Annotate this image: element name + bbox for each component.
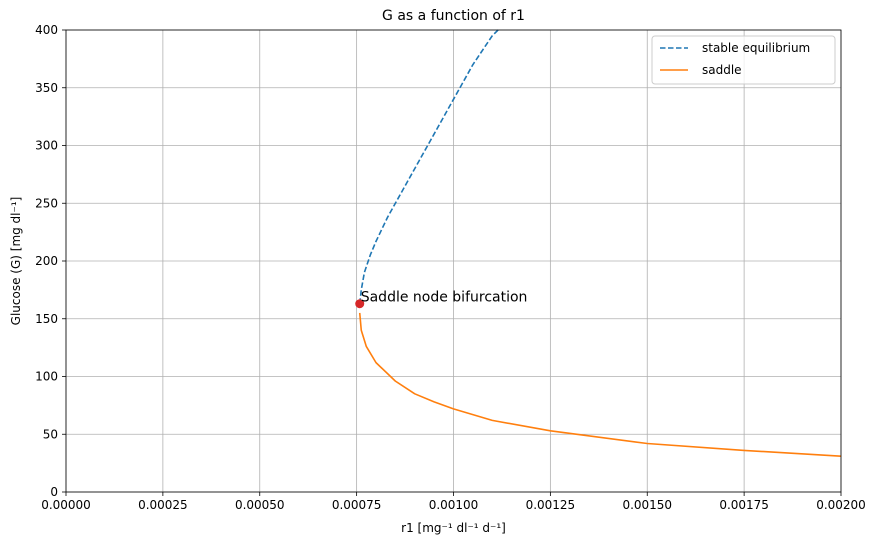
y-axis-ticks: 0 50 100 150 200 250 300 350 400 (35, 23, 66, 499)
x-tick-label: 0.00075 (332, 498, 382, 512)
x-axis-label: r1 [mg⁻¹ dl⁻¹ d⁻¹] (401, 521, 506, 535)
legend-label-stable-equilibrium: stable equilibrium (702, 41, 810, 55)
y-tick-label: 300 (35, 139, 58, 153)
x-tick-label: 0.00125 (526, 498, 576, 512)
x-axis-ticks: 0.00000 0.00025 0.00050 0.00075 0.00100 0.001… (41, 492, 866, 512)
x-tick-label: 0.00100 (429, 498, 479, 512)
x-tick-label: 0.00050 (235, 498, 285, 512)
marker-layer (355, 299, 365, 309)
series-layer (358, 29, 842, 457)
legend-box (651, 35, 836, 85)
y-tick-label: 350 (35, 81, 58, 95)
legend-label-saddle: saddle (702, 63, 742, 77)
x-tick-label: 0.00000 (41, 498, 91, 512)
y-tick-label: 200 (35, 254, 58, 268)
series-line-saddle (358, 312, 842, 457)
legend: stable equilibrium saddle (651, 35, 836, 85)
y-tick-label: 250 (35, 196, 58, 210)
y-tick-label: 0 (50, 485, 58, 499)
chart-title: G as a function of r1 (382, 8, 525, 24)
y-tick-label: 100 (35, 370, 58, 384)
x-tick-label: 0.00200 (816, 498, 866, 512)
y-tick-label: 150 (35, 312, 58, 326)
x-tick-label: 0.00025 (138, 498, 188, 512)
annotation-saddle-node-bifurcation: Saddle node bifurcation (361, 290, 528, 306)
bifurcation-point (355, 299, 365, 309)
series-line-stable-equilibrium (358, 29, 499, 304)
x-tick-label: 0.00150 (622, 498, 672, 512)
x-tick-label: 0.00175 (719, 498, 769, 512)
y-tick-label: 50 (43, 427, 58, 441)
y-tick-label: 400 (35, 23, 58, 37)
y-axis-label: Glucose (G) [mg dl⁻¹] (9, 197, 23, 326)
